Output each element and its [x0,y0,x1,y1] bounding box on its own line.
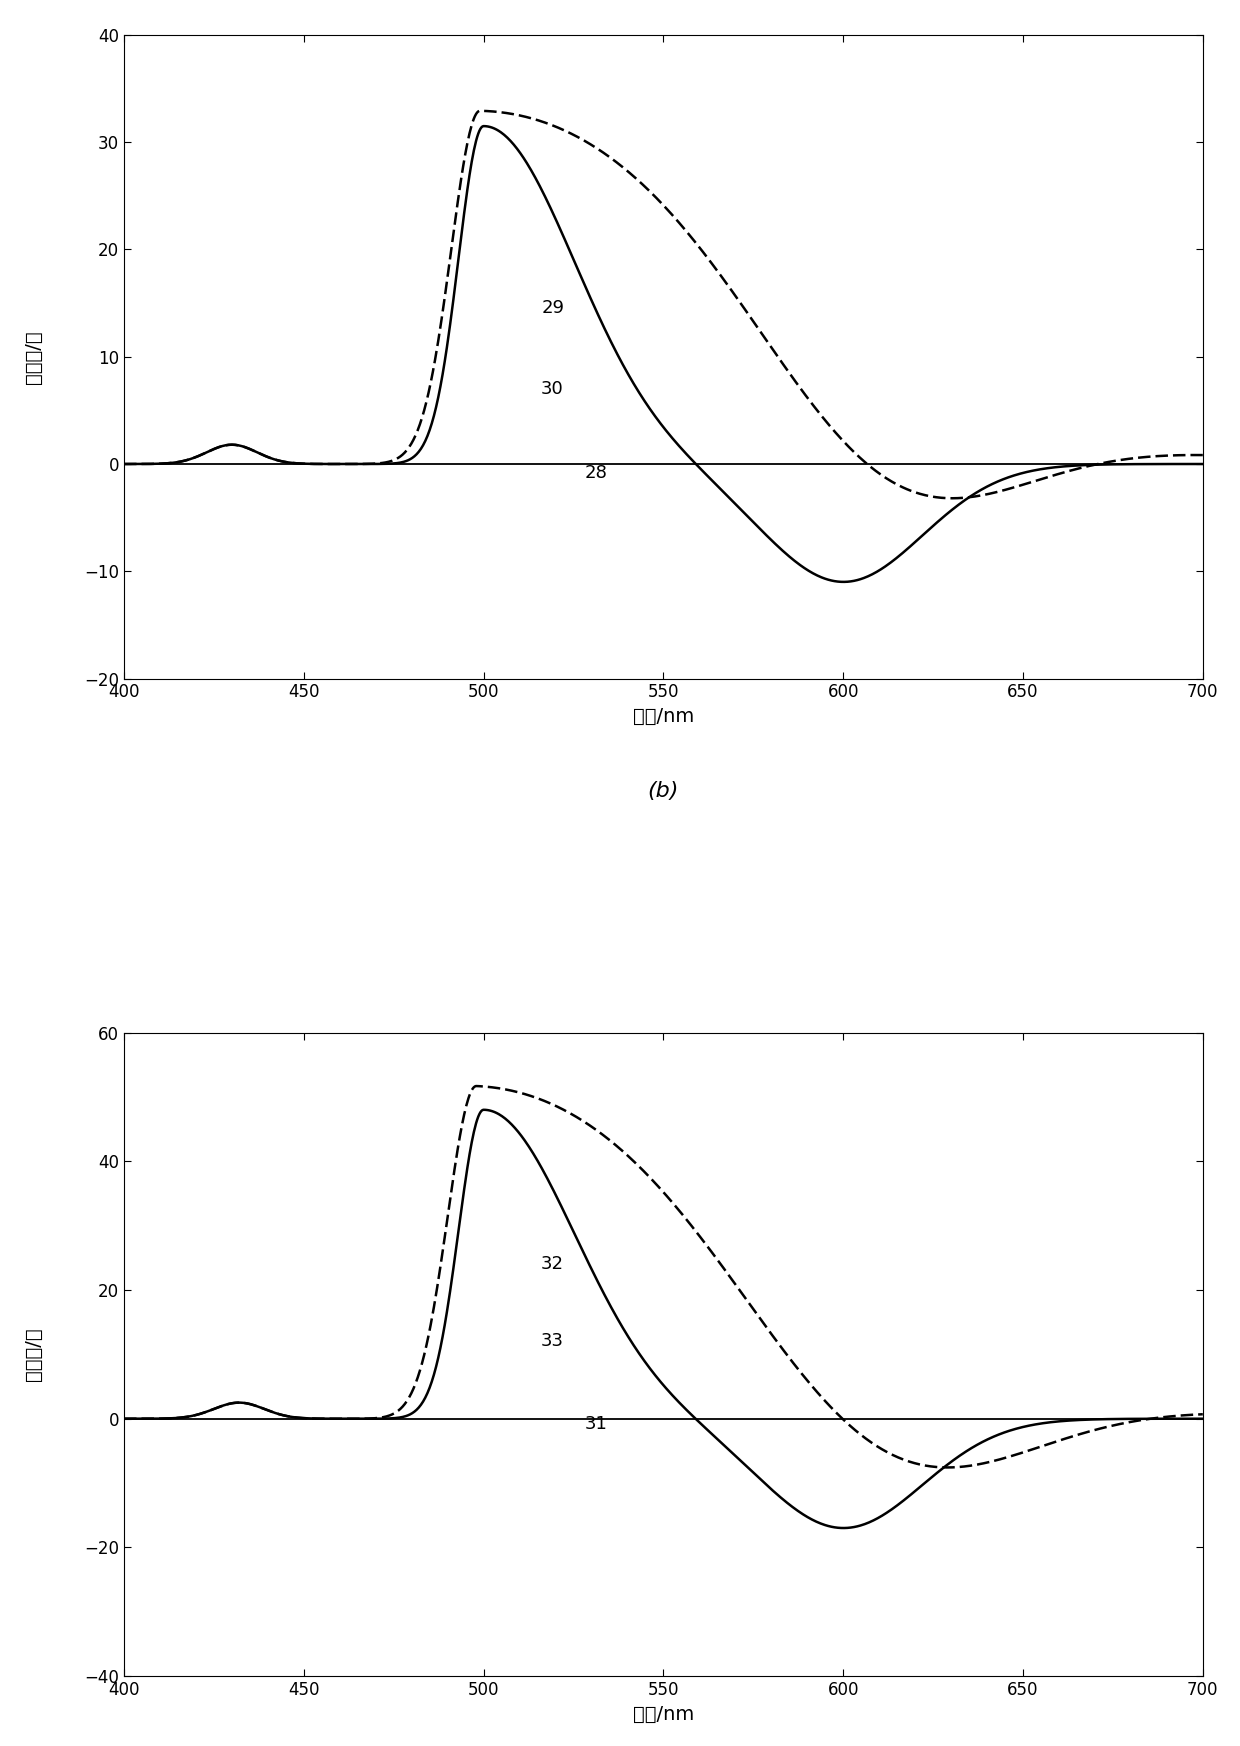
Text: (b): (b) [647,780,680,801]
Text: 31: 31 [584,1414,608,1433]
Y-axis label: 位相差/度: 位相差/度 [24,1327,43,1381]
X-axis label: 波长/nm: 波长/nm [632,707,694,726]
Text: 28: 28 [584,464,608,482]
Y-axis label: 位相差/度: 位相差/度 [24,330,43,384]
X-axis label: 波长/nm: 波长/nm [632,1704,694,1723]
Text: 33: 33 [541,1332,564,1350]
Text: 32: 32 [541,1255,564,1273]
Text: 29: 29 [541,300,564,318]
Text: 30: 30 [541,381,564,398]
